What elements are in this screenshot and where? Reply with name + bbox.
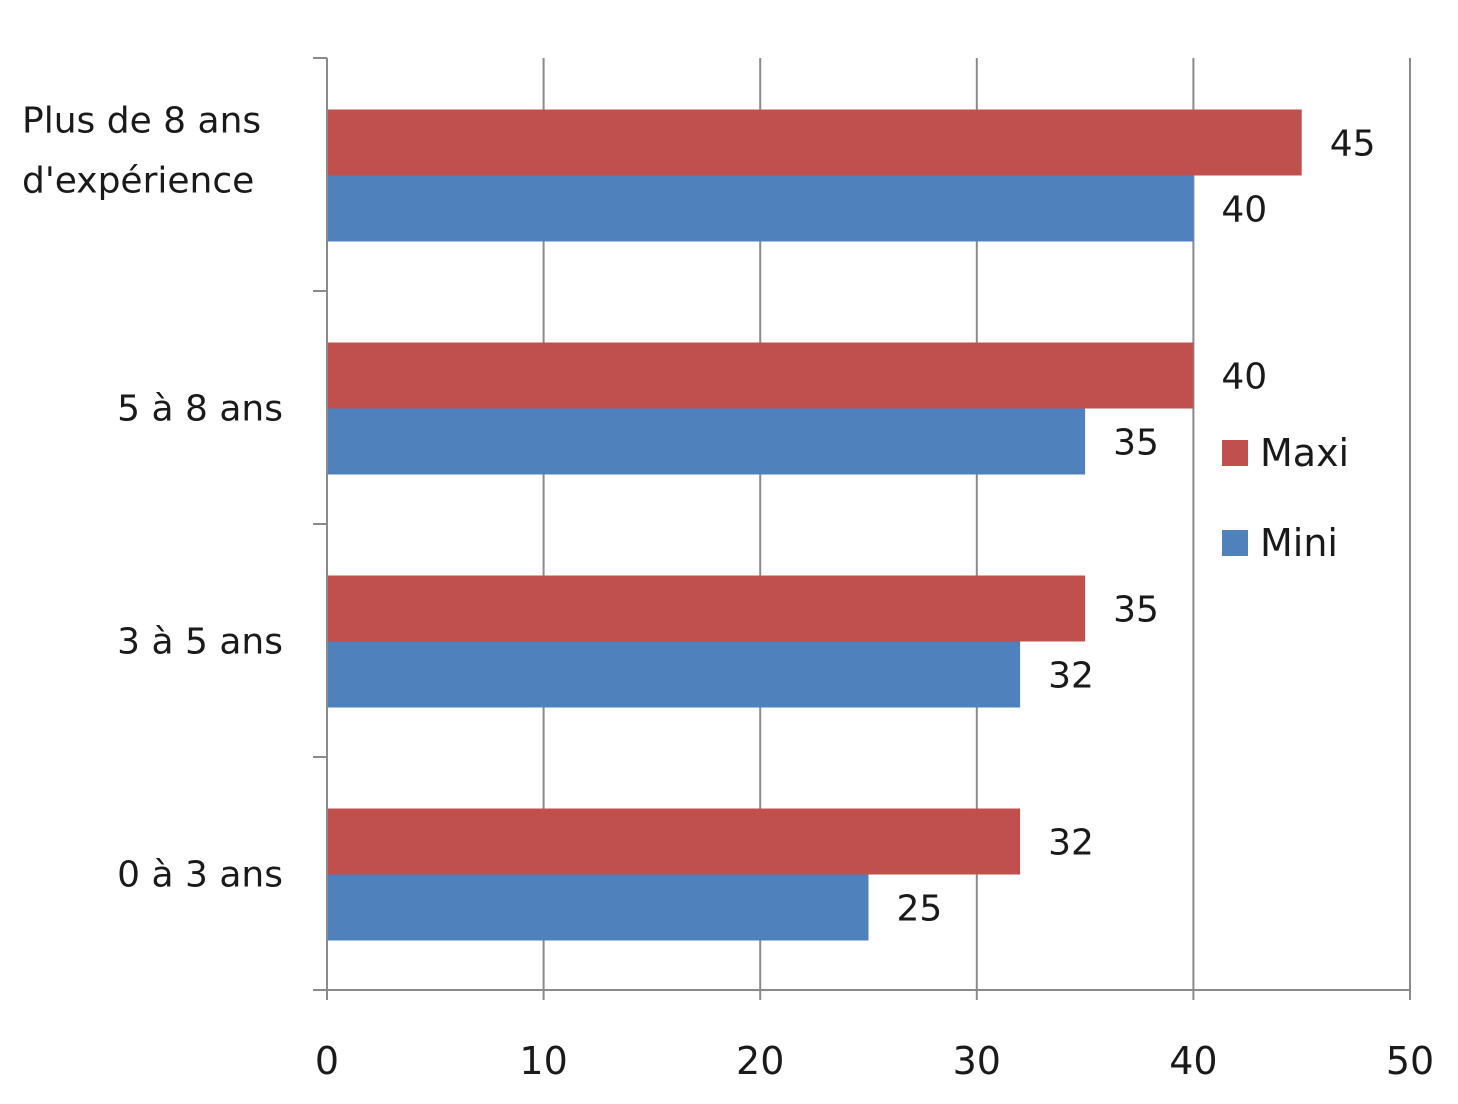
legend-label-mini: Mini — [1260, 521, 1338, 565]
category-label-3-a-5-ans: 3 à 5 ans — [117, 622, 283, 663]
x-tick-labels: 0 10 20 30 40 50 — [315, 1039, 1434, 1083]
category-label-line: Plus de 8 ans — [22, 101, 261, 142]
legend-label-maxi: Maxi — [1260, 431, 1349, 475]
category-labels: Plus de 8 ans d'expérience 5 à 8 ans 3 à 5 … — [22, 101, 283, 896]
data-label-maxi-3-a-5-ans: 35 — [1113, 590, 1159, 631]
data-label-mini-3-a-5-ans: 32 — [1048, 656, 1094, 697]
bars — [327, 109, 1302, 941]
data-label-maxi-0-a-3-ans: 32 — [1048, 823, 1094, 864]
bar-maxi-5-a-8-ans — [327, 342, 1194, 409]
category-label-line: d'expérience — [22, 161, 254, 202]
bar-maxi-3-a-5-ans — [327, 575, 1086, 642]
data-label-maxi-plus-de-8-ans-d-experience: 45 — [1330, 124, 1376, 165]
category-label-line: 3 à 5 ans — [117, 622, 283, 663]
data-label-mini-plus-de-8-ans-d-experience: 40 — [1221, 190, 1267, 231]
x-tick-label-0: 0 — [315, 1039, 339, 1083]
data-label-mini-0-a-3-ans: 25 — [897, 889, 943, 930]
category-label-0-a-3-ans: 0 à 3 ans — [117, 855, 283, 896]
bar-maxi-plus-de-8-ans-d-experience — [327, 109, 1302, 176]
category-label-plus-de-8-ans-d-experience: Plus de 8 ans d'expérience — [22, 101, 261, 202]
category-label-line: 0 à 3 ans — [117, 855, 283, 896]
bar-mini-3-a-5-ans — [327, 641, 1021, 708]
bar-mini-5-a-8-ans — [327, 408, 1086, 475]
x-tick-label-10: 10 — [519, 1039, 567, 1083]
axes — [313, 57, 1411, 1000]
data-label-mini-5-a-8-ans: 35 — [1113, 423, 1159, 464]
bar-mini-0-a-3-ans — [327, 874, 869, 941]
data-label-maxi-5-a-8-ans: 40 — [1221, 357, 1267, 398]
category-label-line: 5 à 8 ans — [117, 389, 283, 430]
bar-mini-plus-de-8-ans-d-experience — [327, 175, 1194, 242]
bar-maxi-0-a-3-ans — [327, 808, 1021, 875]
data-labels: 45 40 40 35 35 32 32 25 — [897, 124, 1376, 930]
x-tick-label-30: 30 — [953, 1039, 1001, 1083]
legend-swatch-mini — [1222, 530, 1248, 556]
category-label-5-a-8-ans: 5 à 8 ans — [117, 389, 283, 430]
x-tick-label-50: 50 — [1386, 1039, 1434, 1083]
legend-swatch-maxi — [1222, 440, 1248, 466]
x-tick-label-20: 20 — [736, 1039, 784, 1083]
x-tick-label-40: 40 — [1169, 1039, 1217, 1083]
legend: Maxi Mini — [1222, 431, 1349, 565]
